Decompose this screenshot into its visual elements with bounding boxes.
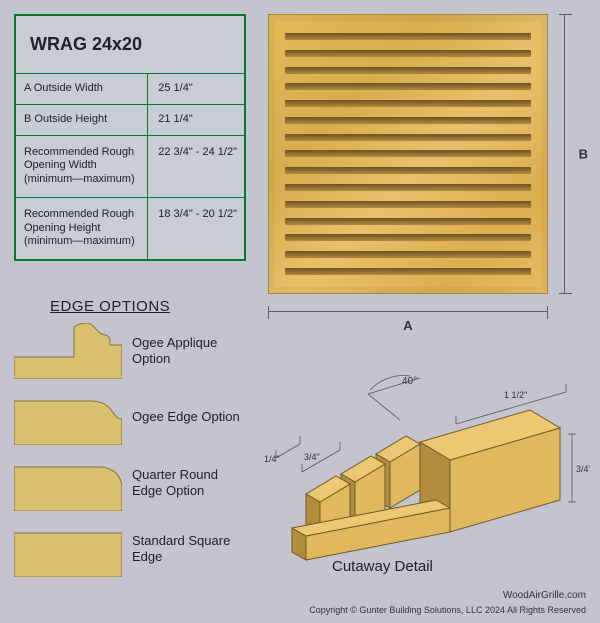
spec-value: 22 3/4" - 24 1/2" <box>148 136 244 197</box>
dimension-b-line <box>564 14 565 294</box>
spec-row: Recommended Rough Opening Height (minimu… <box>16 198 244 259</box>
grille-slot <box>285 83 531 90</box>
grille-slot <box>285 33 531 40</box>
ogee-applique-icon <box>14 323 122 379</box>
svg-text:3/4": 3/4" <box>304 452 320 462</box>
svg-text:1/4": 1/4" <box>264 454 280 464</box>
grille-face <box>268 14 548 294</box>
grille-slot <box>285 234 531 241</box>
grille-slot <box>285 134 531 141</box>
copyright-text: Copyright © Gunter Building Solutions, L… <box>309 605 586 615</box>
grille-slot <box>285 50 531 57</box>
spec-row: Recommended Rough Opening Width (minimum… <box>16 136 244 198</box>
spec-label: B Outside Height <box>16 105 148 135</box>
dimension-b-label: B <box>579 147 588 162</box>
grille-slot <box>285 251 531 258</box>
spec-value: 21 1/4" <box>148 105 244 135</box>
cutaway-detail: 40° 1/4" 3/4" 1 1/2" 3/4" Cutaway Detail <box>260 350 590 610</box>
spec-value: 18 3/4" - 20 1/2" <box>148 198 244 259</box>
edge-options-title: EDGE OPTIONS <box>50 298 246 315</box>
edge-option-row: Ogee Applique Option <box>14 323 246 379</box>
spec-row: B Outside Height 21 1/4" <box>16 105 244 136</box>
edge-option-row: Ogee Edge Option <box>14 389 246 445</box>
grille-slot <box>285 150 531 157</box>
dimension-b: B <box>556 14 574 294</box>
edge-option-row: Quarter Round Edge Option <box>14 455 246 511</box>
edge-option-row: Standard Square Edge <box>14 521 246 577</box>
grille-slot <box>285 117 531 124</box>
grille-slot <box>285 201 531 208</box>
grille-slot <box>285 100 531 107</box>
grille-slot <box>285 184 531 191</box>
grille-slot <box>285 218 531 225</box>
grille-slot <box>285 268 531 275</box>
svg-text:40°: 40° <box>402 376 417 387</box>
edge-option-label: Ogee Applique Option <box>132 335 246 368</box>
cutaway-label: Cutaway Detail <box>332 558 433 575</box>
quarter-round-icon <box>14 455 122 511</box>
grille-slot <box>285 67 531 74</box>
spec-label: Recommended Rough Opening Height (minimu… <box>16 198 148 259</box>
edge-option-label: Quarter Round Edge Option <box>132 467 246 500</box>
square-edge-icon <box>14 521 122 577</box>
spec-row: A Outside Width 25 1/4" <box>16 74 244 105</box>
dimension-a-label: A <box>403 318 412 333</box>
spec-value: 25 1/4" <box>148 74 244 104</box>
site-url: WoodAirGrille.com <box>503 590 586 601</box>
edge-option-label: Standard Square Edge <box>132 533 246 566</box>
svg-text:1 1/2": 1 1/2" <box>504 390 527 400</box>
edge-option-label: Ogee Edge Option <box>132 409 240 425</box>
spec-table: WRAG 24x20 A Outside Width 25 1/4" B Out… <box>14 14 246 261</box>
svg-text:3/4": 3/4" <box>576 464 590 474</box>
spec-label: Recommended Rough Opening Width (minimum… <box>16 136 148 197</box>
spec-table-title: WRAG 24x20 <box>16 16 244 74</box>
ogee-edge-icon <box>14 389 122 445</box>
dimension-a: A <box>268 302 548 320</box>
spec-label: A Outside Width <box>16 74 148 104</box>
edge-options-panel: EDGE OPTIONS Ogee Applique Option Ogee E… <box>14 298 246 587</box>
grille-illustration: B A <box>268 14 568 314</box>
dimension-a-line <box>268 311 548 312</box>
grille-slot <box>285 167 531 174</box>
